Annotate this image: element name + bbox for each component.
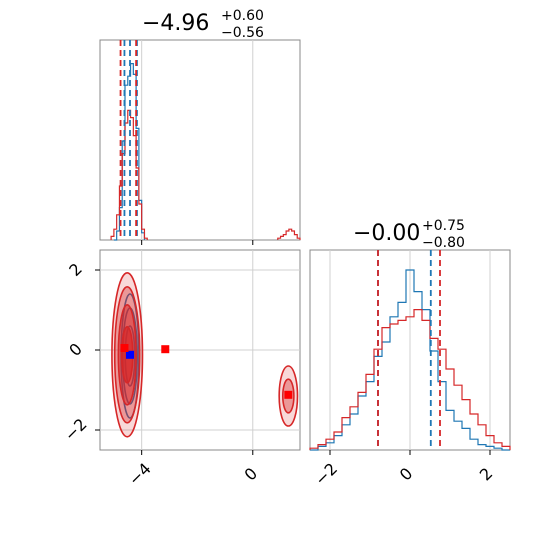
title-param2-sub: −0.80 [422,235,465,251]
tick-label-x2-2: 2 [476,464,497,485]
tick-label-x1-1: 0 [241,464,262,485]
title-param1-sub: −0.56 [221,25,264,41]
title-param1-value: −4.96 [142,11,209,36]
hist-param2-series-0 [310,269,510,451]
title-param2-value: −0.00 [353,221,420,246]
title-param1-sup: +0.60 [221,8,264,24]
title-param2-sup: +0.75 [422,218,465,234]
title-param1: −4.96 [142,11,209,36]
hist-param1-secondary-series-1 [277,228,301,240]
tick-label-x1-0: −4 [125,459,155,489]
marker-series-0-0 [126,350,134,359]
tick-label-x2-0: −2 [311,459,341,489]
hist-param2-series-1 [309,309,511,450]
markers [120,344,293,399]
tick-label-x2-1: 0 [396,464,417,485]
quantile-lines [119,40,441,450]
marker-series-1-0 [120,344,129,352]
tick-label-y-1: 0 [65,339,86,360]
title-param2: −0.00 [353,221,420,246]
tick-label-y-0: −2 [61,415,91,445]
marker-series-1-2 [284,390,293,399]
tick-label-y-2: 2 [65,259,86,280]
marker-series-1-1 [161,345,170,354]
